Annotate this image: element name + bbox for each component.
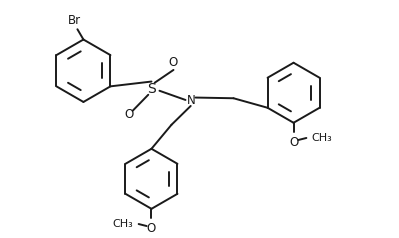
Text: O: O [125,108,134,121]
Text: O: O [169,56,178,69]
Text: Br: Br [68,14,81,27]
Text: CH₃: CH₃ [113,219,133,229]
Text: N: N [187,94,196,107]
Text: O: O [147,222,156,235]
Text: S: S [147,82,156,96]
Text: CH₃: CH₃ [312,133,332,143]
Text: O: O [289,136,298,149]
